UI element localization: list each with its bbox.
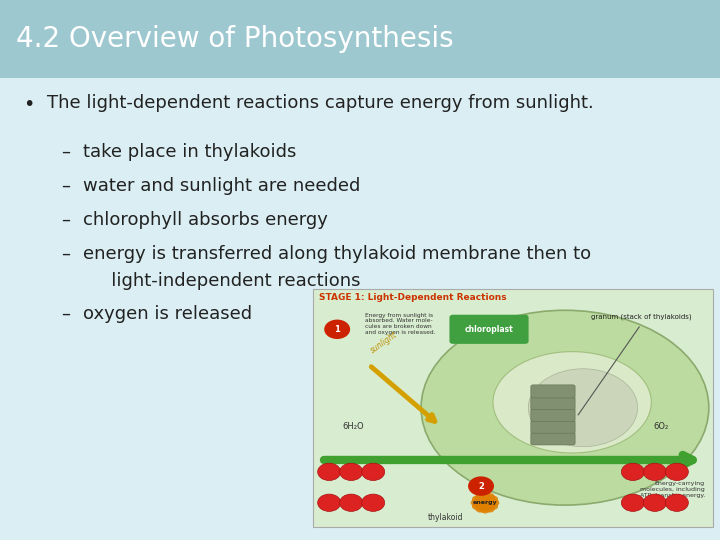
FancyBboxPatch shape bbox=[531, 397, 575, 410]
Text: Energy-carrying
molecules, including
ATP, transfer energy.: Energy-carrying molecules, including ATP… bbox=[639, 481, 705, 498]
Circle shape bbox=[621, 494, 644, 511]
Ellipse shape bbox=[528, 369, 638, 447]
Circle shape bbox=[361, 494, 384, 511]
Text: light-independent reactions: light-independent reactions bbox=[94, 272, 360, 289]
FancyBboxPatch shape bbox=[449, 315, 528, 344]
Circle shape bbox=[318, 494, 341, 511]
Text: take place in thylakoids: take place in thylakoids bbox=[83, 143, 296, 161]
Circle shape bbox=[621, 463, 644, 481]
Ellipse shape bbox=[477, 492, 493, 514]
Text: 6O₂: 6O₂ bbox=[653, 422, 668, 431]
Circle shape bbox=[340, 463, 363, 481]
FancyBboxPatch shape bbox=[313, 289, 713, 526]
Text: energy: energy bbox=[473, 500, 498, 505]
FancyBboxPatch shape bbox=[531, 420, 575, 433]
Circle shape bbox=[468, 476, 494, 496]
Text: sunlight: sunlight bbox=[369, 330, 400, 355]
FancyBboxPatch shape bbox=[531, 432, 575, 445]
Circle shape bbox=[318, 463, 341, 481]
Ellipse shape bbox=[493, 352, 652, 453]
Circle shape bbox=[665, 463, 688, 481]
Text: –: – bbox=[61, 305, 71, 323]
Text: •: • bbox=[23, 94, 35, 113]
Ellipse shape bbox=[472, 495, 498, 510]
Text: chloroplast: chloroplast bbox=[464, 325, 513, 334]
Text: granum (stack of thylakoids): granum (stack of thylakoids) bbox=[590, 313, 691, 320]
Text: –: – bbox=[61, 211, 71, 229]
Text: 4.2 Overview of Photosynthesis: 4.2 Overview of Photosynthesis bbox=[16, 25, 454, 53]
Text: 6H₂O: 6H₂O bbox=[342, 422, 364, 431]
Text: Energy from sunlight is
absorbed. Water mole-
cules are broken down
and oxygen i: Energy from sunlight is absorbed. Water … bbox=[365, 313, 436, 335]
Text: –: – bbox=[61, 143, 71, 161]
Text: The light-dependent reactions capture energy from sunlight.: The light-dependent reactions capture en… bbox=[47, 94, 593, 112]
Text: chlorophyll absorbs energy: chlorophyll absorbs energy bbox=[83, 211, 328, 229]
Ellipse shape bbox=[475, 493, 495, 512]
FancyBboxPatch shape bbox=[531, 385, 575, 398]
FancyBboxPatch shape bbox=[0, 0, 720, 78]
Text: oxygen is released: oxygen is released bbox=[83, 305, 252, 323]
Circle shape bbox=[644, 494, 667, 511]
Text: 1: 1 bbox=[334, 325, 340, 334]
Circle shape bbox=[361, 463, 384, 481]
Text: –: – bbox=[61, 245, 71, 263]
Text: water and sunlight are needed: water and sunlight are needed bbox=[83, 177, 360, 195]
Ellipse shape bbox=[471, 497, 500, 509]
Circle shape bbox=[324, 320, 350, 339]
Ellipse shape bbox=[475, 493, 495, 512]
Ellipse shape bbox=[472, 495, 498, 510]
Text: –: – bbox=[61, 177, 71, 195]
Circle shape bbox=[644, 463, 667, 481]
FancyBboxPatch shape bbox=[531, 408, 575, 421]
Text: 2: 2 bbox=[478, 482, 484, 491]
Text: STAGE 1: Light-Dependent Reactions: STAGE 1: Light-Dependent Reactions bbox=[319, 293, 507, 302]
Circle shape bbox=[665, 494, 688, 511]
Circle shape bbox=[340, 494, 363, 511]
Ellipse shape bbox=[421, 310, 708, 505]
Text: thylakoid: thylakoid bbox=[427, 513, 463, 522]
Text: energy is transferred along thylakoid membrane then to: energy is transferred along thylakoid me… bbox=[83, 245, 591, 263]
